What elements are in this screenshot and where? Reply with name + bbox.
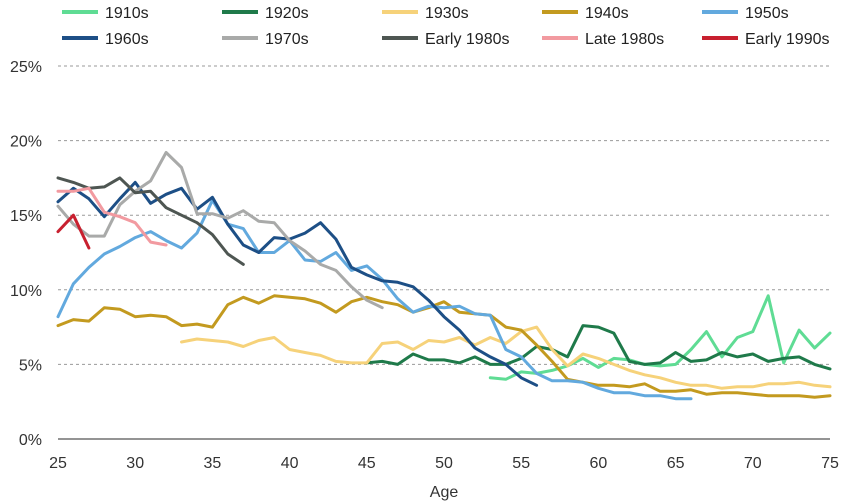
y-axis-tick-labels: 0% 5% 10% 15% 20% 25%: [10, 59, 42, 449]
series-line-1940s: [56, 294, 832, 399]
legend-label-1940s: 1940s: [585, 5, 629, 22]
legend-label-1950s: 1950s: [745, 5, 789, 22]
series-line-1950s: [56, 198, 693, 401]
series-line-late-1980s: [56, 186, 168, 247]
series-line-early-1980s: [56, 176, 245, 266]
x-tick-label-65: 65: [667, 455, 685, 472]
legend-label-late-1980s: Late 1980s: [585, 31, 664, 48]
x-tick-label-40: 40: [281, 455, 299, 472]
legend: 1910s 1920s 1930s 1940s 1950s 1960s 1970s Early…: [62, 5, 830, 48]
y-tick-label-20: 20%: [10, 134, 42, 151]
x-tick-label-70: 70: [744, 455, 762, 472]
series-line-1910s: [488, 294, 832, 381]
x-tick-label-50: 50: [435, 455, 453, 472]
legend-label-1910s: 1910s: [105, 5, 149, 22]
y-tick-label-15: 15%: [10, 208, 42, 225]
series-line-1960s: [56, 180, 539, 387]
gridlines: [58, 65, 830, 365]
series-line-1970s: [56, 151, 384, 310]
legend-label-1930s: 1930s: [425, 5, 469, 22]
series-line-1920s: [365, 324, 832, 371]
series-lines: [56, 151, 832, 401]
series-line-early-1990s: [56, 213, 91, 250]
legend-label-early-1980s: Early 1980s: [425, 31, 510, 48]
y-tick-label-5: 5%: [19, 357, 42, 374]
series-line-1930s: [180, 325, 832, 390]
x-tick-label-60: 60: [590, 455, 608, 472]
y-tick-label-0: 0%: [19, 432, 42, 449]
x-tick-label-35: 35: [204, 455, 222, 472]
x-axis-tick-labels: 25 30 35 40 45 50 55 60 65 70 75: [49, 455, 839, 472]
legend-label-1970s: 1970s: [265, 31, 309, 48]
legend-label-1960s: 1960s: [105, 31, 149, 48]
x-tick-label-45: 45: [358, 455, 376, 472]
x-tick-label-25: 25: [49, 455, 67, 472]
x-axis-title: Age: [430, 484, 459, 501]
legend-label-early-1990s: Early 1990s: [745, 31, 830, 48]
legend-label-1920s: 1920s: [265, 5, 309, 22]
x-tick-label-30: 30: [126, 455, 144, 472]
y-tick-label-10: 10%: [10, 283, 42, 300]
y-tick-label-25: 25%: [10, 59, 42, 76]
x-tick-label-55: 55: [512, 455, 530, 472]
x-tick-label-75: 75: [821, 455, 839, 472]
